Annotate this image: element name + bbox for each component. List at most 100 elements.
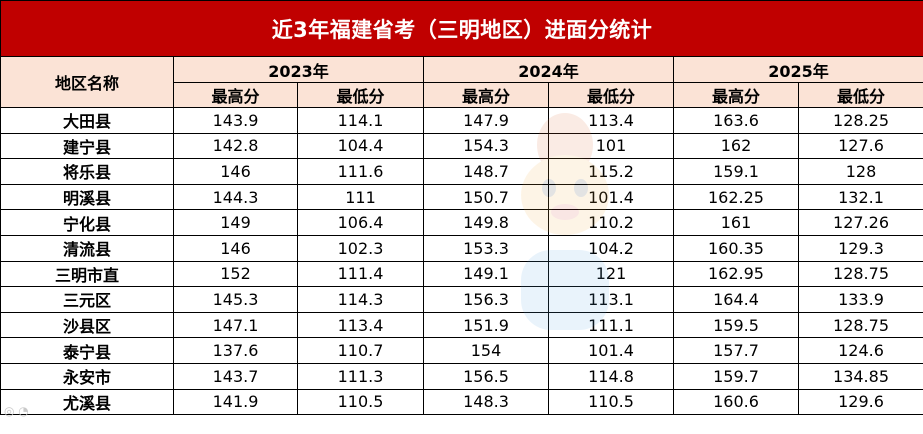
table-row: 大田县 143.9 114.1 147.9 113.4 163.6 128.25 (0, 107, 923, 134)
score-cell: 162.25 (673, 183, 799, 211)
score-cell: 156.5 (423, 362, 549, 390)
region-cell: 三元区 (0, 286, 174, 313)
region-cell: 泰宁县 (0, 337, 174, 364)
score-cell: 141.9 (173, 388, 298, 416)
year-header-2024: 2024年 (423, 56, 674, 83)
score-cell: 142.8 (173, 132, 298, 160)
max-header-2025: 最高分 (673, 82, 799, 108)
table-title: 近3年福建省考（三明地区）进面分统计 (0, 0, 923, 57)
max-header-2023: 最高分 (173, 82, 298, 108)
score-cell: 115.2 (548, 158, 674, 185)
min-header-2025: 最低分 (797, 82, 923, 108)
score-cell: 113.4 (297, 311, 424, 339)
score-cell: 160.6 (673, 388, 799, 416)
table-body: 大田县 143.9 114.1 147.9 113.4 163.6 128.25 建宁县 142… (0, 107, 923, 416)
score-cell: 106.4 (297, 209, 424, 236)
year-header-2023: 2023年 (173, 56, 424, 83)
score-cell: 110.5 (548, 388, 674, 416)
score-cell: 110.2 (548, 209, 674, 236)
score-cell: 127.26 (797, 209, 923, 236)
score-cell: 128.75 (797, 260, 923, 288)
score-cell: 154 (423, 337, 549, 364)
score-cell: 148.3 (423, 388, 549, 416)
score-cell: 114.8 (548, 362, 674, 390)
score-cell: 159.1 (673, 158, 799, 185)
score-cell: 145.3 (173, 286, 298, 313)
score-cell: 111.1 (548, 311, 674, 339)
score-cell: 150.7 (423, 183, 549, 211)
region-cell: 将乐县 (0, 158, 174, 185)
score-cell: 163.6 (673, 107, 799, 134)
region-cell: 明溪县 (0, 183, 174, 211)
score-cell: 104.4 (297, 132, 424, 160)
table-row: 建宁县 142.8 104.4 154.3 101 162 127.6 (0, 132, 923, 160)
table-row: 尤溪县 141.9 110.5 148.3 110.5 160.6 129.6 (0, 388, 923, 416)
table-row: 明溪县 144.3 111 150.7 101.4 162.25 132.1 (0, 183, 923, 211)
score-cell: 147.1 (173, 311, 298, 339)
score-cell: 128.75 (797, 311, 923, 339)
score-cell: 101 (548, 132, 674, 160)
score-cell: 110.7 (297, 337, 424, 364)
score-cell: 113.4 (548, 107, 674, 134)
region-header: 地区名称 (0, 56, 174, 108)
score-cell: 111 (297, 183, 424, 211)
score-cell: 146 (173, 158, 298, 185)
score-cell: 160.35 (673, 234, 799, 262)
score-cell: 151.9 (423, 311, 549, 339)
score-cell: 111.4 (297, 260, 424, 288)
score-cell: 101.4 (548, 337, 674, 364)
score-cell: 147.9 (423, 107, 549, 134)
region-cell: 三明市直 (0, 260, 174, 288)
score-cell: 102.3 (297, 234, 424, 262)
score-cell: 132.1 (797, 183, 923, 211)
score-cell: 128 (797, 158, 923, 185)
score-cell: 153.3 (423, 234, 549, 262)
score-cell: 129.6 (797, 388, 923, 416)
score-cell: 101.4 (548, 183, 674, 211)
score-cell: 127.6 (797, 132, 923, 160)
score-cell: 144.3 (173, 183, 298, 211)
region-cell: 大田县 (0, 107, 174, 134)
table-row: 三元区 145.3 114.3 156.3 113.1 164.4 133.9 (0, 286, 923, 313)
score-cell: 121 (548, 260, 674, 288)
score-cell: 129.3 (797, 234, 923, 262)
score-cell: 110.5 (297, 388, 424, 416)
score-cell: 111.3 (297, 362, 424, 390)
region-cell: 永安市 (0, 362, 174, 390)
score-cell: 124.6 (797, 337, 923, 364)
table-row: 宁化县 149 106.4 149.8 110.2 161 127.26 (0, 209, 923, 236)
score-cell: 113.1 (548, 286, 674, 313)
score-cell: 159.5 (673, 311, 799, 339)
score-cell: 137.6 (173, 337, 298, 364)
score-cell: 149 (173, 209, 298, 236)
table-row: 沙县区 147.1 113.4 151.9 111.1 159.5 128.75 (0, 311, 923, 339)
score-cell: 146 (173, 234, 298, 262)
score-cell: 114.3 (297, 286, 424, 313)
score-cell: 162.95 (673, 260, 799, 288)
year-header-2025: 2025年 (672, 56, 923, 83)
table-row: 泰宁县 137.6 110.7 154 101.4 157.7 124.6 (0, 337, 923, 364)
region-cell: 宁化县 (0, 209, 174, 236)
region-cell: 尤溪县 (0, 388, 174, 416)
score-cell: 162 (673, 132, 799, 160)
region-cell: 清流县 (0, 234, 174, 262)
score-cell: 154.3 (423, 132, 549, 160)
table-row: 永安市 143.7 111.3 156.5 114.8 159.7 134.85 (0, 362, 923, 390)
region-cell: 沙县区 (0, 311, 174, 339)
table-row: 清流县 146 102.3 153.3 104.2 160.35 129.3 (0, 234, 923, 262)
score-cell: 161 (673, 209, 799, 236)
score-cell: 149.1 (423, 260, 549, 288)
score-cell: 157.7 (673, 337, 799, 364)
score-cell: 133.9 (797, 286, 923, 313)
score-cell: 148.7 (423, 158, 549, 185)
score-table: 近3年福建省考（三明地区）进面分统计 地区名称 2023年 2024年 2025… (0, 0, 923, 416)
score-cell: 128.25 (797, 107, 923, 134)
table-row: 三明市直 152 111.4 149.1 121 162.95 128.75 (0, 260, 923, 288)
score-cell: 152 (173, 260, 298, 288)
min-header-2023: 最低分 (297, 82, 424, 108)
score-cell: 156.3 (423, 286, 549, 313)
max-header-2024: 最高分 (423, 82, 549, 108)
score-cell: 149.8 (423, 209, 549, 236)
table-row: 将乐县 146 111.6 148.7 115.2 159.1 128 (0, 158, 923, 185)
